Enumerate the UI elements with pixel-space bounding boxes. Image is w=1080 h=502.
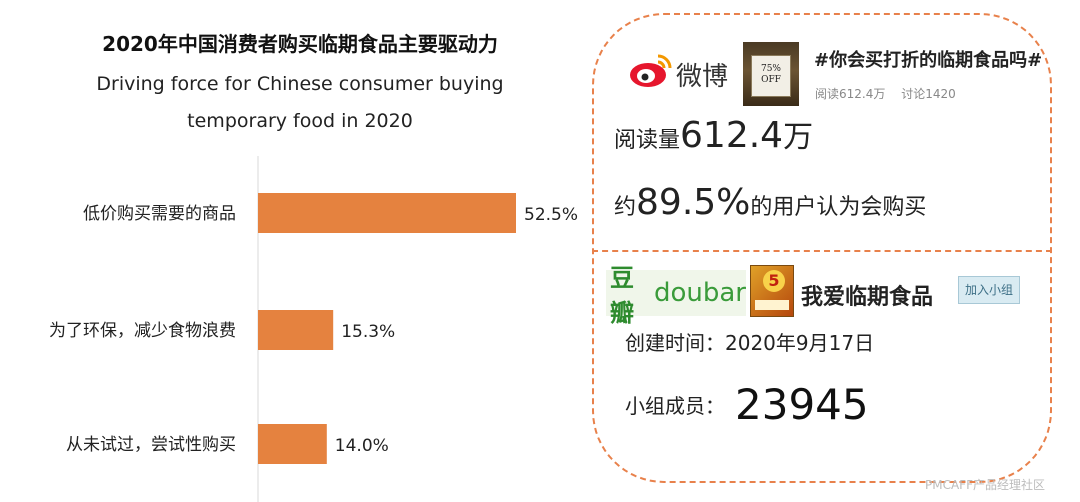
bar-value-label: 52.5% <box>524 205 578 225</box>
reads-unit: 万 <box>783 120 814 155</box>
weibo-name: 微博 <box>676 62 729 92</box>
chart-title: 2020年中国消费者购买临期食品主要驱动力 <box>102 32 498 56</box>
bar <box>258 424 327 464</box>
douban-logo-en: doubar <box>653 278 746 308</box>
bar <box>258 193 516 233</box>
bar-value-label: 15.3% <box>341 322 395 342</box>
thumbnail-badge: 5 <box>763 270 785 292</box>
category-label: 从未试过，尝试性购买 <box>66 435 236 455</box>
weibo-icon <box>630 54 672 87</box>
douban-logo: 豆瓣 doubar <box>606 264 746 327</box>
thumbnail-strip <box>755 300 789 310</box>
thumbnail-sign: 75% OFF <box>751 55 791 97</box>
members-count: 23945 <box>735 380 869 429</box>
buy-suffix: 的用户认为会购买 <box>750 195 927 220</box>
watermark: PMCAFF产品经理社区 <box>925 478 1045 492</box>
douban-logo-cn: 豆瓣 <box>610 264 634 327</box>
bar <box>258 310 334 350</box>
buy-percent: 89.5% <box>636 182 751 223</box>
created-label: 创建时间： <box>625 331 725 355</box>
chart-subtitle: Driving force for Chinese consumer buyin… <box>40 66 560 140</box>
weibo-stat-discuss: 讨论1420 <box>901 87 956 101</box>
reads-value: 612.4 <box>680 115 784 156</box>
created-date: 2020年9月17日 <box>725 331 875 355</box>
douban-group-name: 我爱临期食品 <box>801 285 934 310</box>
members-line: 小组成员： 23945 <box>625 380 869 429</box>
buy-prefix: 约 <box>614 195 637 220</box>
card-divider <box>592 250 1052 252</box>
reads-line: 阅读量612.4万 <box>614 112 813 156</box>
social-stats-card <box>592 13 1052 483</box>
reads-label: 阅读量 <box>614 128 681 153</box>
douban-group-thumbnail: 5 <box>750 265 794 317</box>
join-group-button[interactable]: 加入小组 <box>958 276 1020 304</box>
weibo-stat-reads: 阅读612.4万 <box>815 87 886 101</box>
bar-value-label: 14.0% <box>335 436 389 456</box>
buy-line: 约89.5%的用户认为会购买 <box>614 182 926 223</box>
weibo-stats: 阅读612.4万 讨论1420 <box>815 85 968 102</box>
chart-subtitle-line-2: temporary food in 2020 <box>187 110 413 132</box>
created-line: 创建时间：2020年9月17日 <box>625 327 874 356</box>
category-label: 为了环保，减少食物浪费 <box>49 321 236 341</box>
members-label: 小组成员： <box>625 394 725 418</box>
bar-chart: 低价购买需要的商品 52.5% 为了环保，减少食物浪费 15.3% 从未试过，尝试性购买… <box>49 156 578 502</box>
chart-subtitle-line-1: Driving force for Chinese consumer buyin… <box>96 73 504 95</box>
category-label: 低价购买需要的商品 <box>83 204 236 224</box>
weibo-hashtag[interactable]: #你会买打折的临期食品吗# <box>814 50 1043 71</box>
